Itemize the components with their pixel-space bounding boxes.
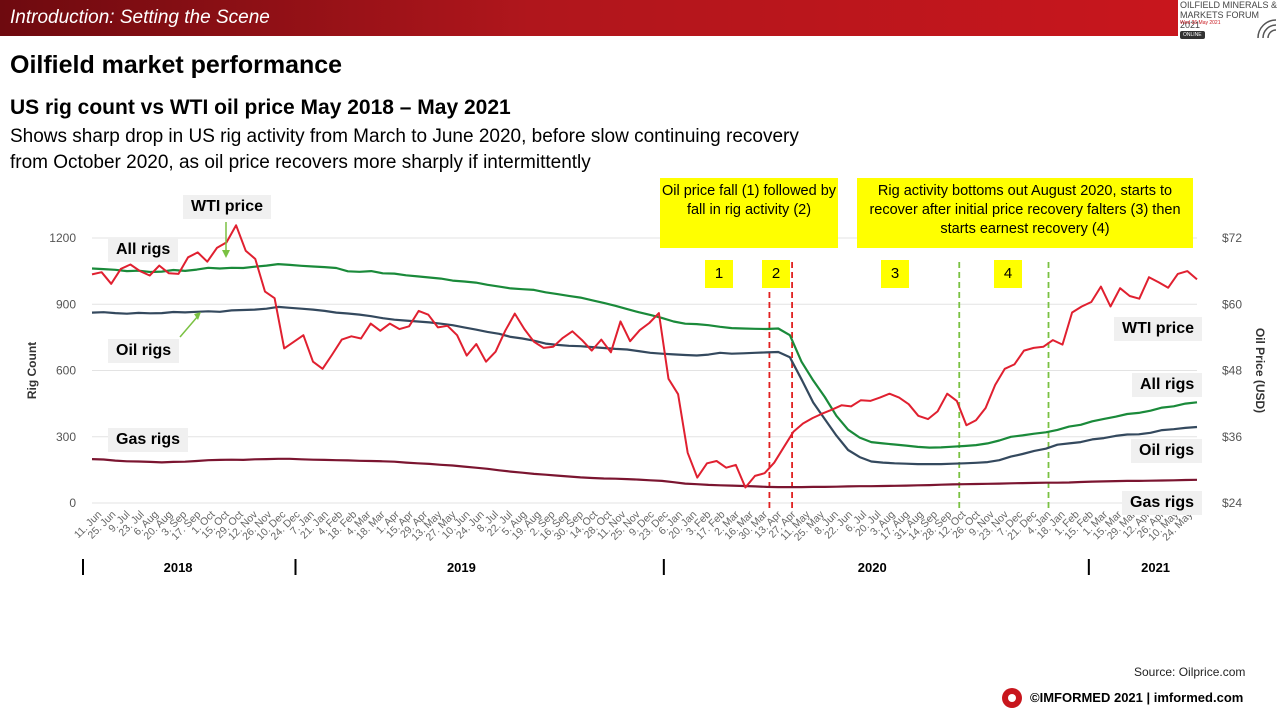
- wti-pointer-arrowhead: [222, 250, 230, 258]
- marker-2: 2: [762, 260, 790, 288]
- signal-icon: [1257, 19, 1277, 39]
- imformed-logo-icon: [1002, 688, 1022, 708]
- logo-line-2: MARKETS FORUM 2021: [1180, 10, 1260, 30]
- all-rigs-series: [91, 263, 1198, 449]
- year-label: 2020: [858, 560, 887, 575]
- y2-axis-title: Oil Price (USD): [1253, 328, 1267, 413]
- oil-rigs-label-right: Oil rigs: [1131, 439, 1203, 463]
- y-tick-label: 0: [69, 496, 76, 510]
- wti-price-label-top: WTI price: [183, 195, 272, 219]
- chart-description: Shows sharp drop in US rig activity from…: [10, 126, 799, 173]
- all-rigs-label-right: All rigs: [1132, 373, 1203, 397]
- oil-rigs-pointer-arrowhead: [194, 312, 201, 320]
- page-title: Oilfield market performance: [10, 51, 343, 79]
- y2-tick-label: $48: [1222, 364, 1242, 378]
- gas-rigs-label-right: Gas rigs: [1122, 491, 1203, 515]
- bottom-out-callout: Rig activity bottoms out August 2020, st…: [857, 178, 1193, 248]
- y-tick-label: 600: [56, 364, 76, 378]
- chart-subtitle: US rig count vs WTI oil price May 2018 –…: [10, 96, 511, 119]
- gas-rigs-series: [91, 457, 1198, 489]
- logo-line-4: ONLINE: [1180, 31, 1205, 39]
- y2-tick-label: $24: [1222, 496, 1242, 510]
- section-title: Introduction: Setting the Scene: [10, 7, 270, 28]
- all-rigs-label-left: All rigs: [108, 238, 179, 262]
- price-fall-callout: Oil price fall (1) followed by fall in r…: [660, 178, 838, 248]
- y-tick-label: 1200: [49, 231, 76, 245]
- logo-line-1: OILFIELD MINERALS &: [1180, 0, 1278, 10]
- y2-tick-label: $72: [1222, 231, 1242, 245]
- y-axis-title: Rig Count: [25, 342, 39, 399]
- year-label: 2018: [164, 560, 193, 575]
- oil-rigs-pointer-arrow: [179, 315, 199, 338]
- footer-copyright: ©IMFORMED 2021 | imformed.com: [1030, 690, 1244, 705]
- wti-price-label-right: WTI price: [1114, 317, 1203, 341]
- wti-price-series: [91, 224, 1198, 489]
- year-label: 2021: [1141, 560, 1170, 575]
- y2-tick-label: $60: [1222, 297, 1242, 311]
- source-note: Source: Oilprice.com: [1134, 665, 1246, 679]
- y-tick-label: 300: [56, 430, 76, 444]
- oil-rigs-label-left: Oil rigs: [108, 339, 180, 363]
- oil-rigs-series: [91, 305, 1198, 466]
- marker-1: 1: [705, 260, 733, 288]
- y-tick-label: 900: [56, 297, 76, 311]
- marker-4: 4: [994, 260, 1022, 288]
- header-band: [0, 0, 1178, 36]
- gas-rigs-label-left: Gas rigs: [108, 428, 189, 452]
- y2-tick-label: $36: [1222, 430, 1242, 444]
- marker-3: 3: [881, 260, 909, 288]
- logo-line-3: Wed 26 May 2021: [1180, 20, 1221, 26]
- year-label: 2019: [447, 560, 476, 575]
